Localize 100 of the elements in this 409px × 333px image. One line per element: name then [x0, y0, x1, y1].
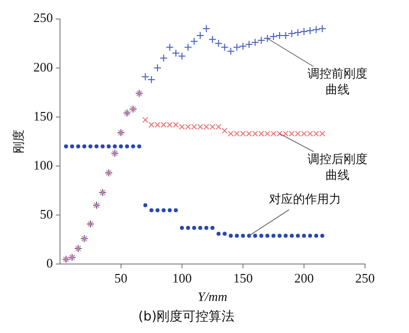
y-tick-label: 0 [46, 256, 53, 271]
point [308, 234, 312, 238]
point [112, 144, 117, 148]
point [263, 34, 272, 42]
point [278, 234, 282, 238]
x-tick-label: 100 [172, 270, 192, 286]
annotation: 调控前刚度曲线 [307, 66, 368, 97]
point [118, 144, 123, 148]
point [88, 144, 92, 148]
point [294, 130, 301, 137]
x-tick-label: 150 [233, 270, 253, 286]
point [184, 43, 192, 52]
point [294, 28, 302, 37]
point [143, 203, 148, 208]
point [307, 130, 314, 137]
point [300, 28, 308, 36]
point [238, 42, 247, 50]
y-tick-label: 150 [33, 108, 53, 124]
x-axis-title: Y/mm [198, 289, 228, 304]
point [313, 130, 320, 137]
point [265, 234, 270, 238]
point [269, 32, 278, 40]
point [296, 234, 300, 238]
y-tick-label: 100 [33, 157, 53, 172]
y-tick-label: 250 [33, 10, 53, 26]
point [318, 24, 326, 33]
point [301, 130, 307, 137]
y-axis-title: 刚度 [11, 130, 26, 154]
point [312, 26, 320, 34]
point [302, 234, 306, 238]
point [196, 31, 204, 40]
point [178, 124, 185, 130]
point [264, 130, 270, 137]
text: (b)刚度可控算法 [138, 308, 235, 325]
point [320, 234, 324, 238]
point [240, 130, 246, 137]
point [106, 144, 111, 148]
point [70, 144, 74, 148]
point [252, 130, 258, 137]
point [154, 64, 162, 72]
point [162, 208, 166, 212]
y-tick-label: 50 [40, 206, 53, 222]
annotation: 对应的作用力 [269, 192, 342, 206]
point [234, 234, 239, 238]
point [228, 234, 233, 238]
point [282, 130, 289, 137]
point [271, 234, 276, 238]
point [166, 122, 173, 128]
point [202, 24, 210, 33]
point [228, 130, 234, 137]
point [166, 43, 174, 52]
point [258, 130, 264, 137]
point [253, 234, 258, 238]
point [191, 124, 198, 130]
point [222, 128, 228, 134]
point [190, 37, 198, 46]
point [137, 144, 142, 148]
point [232, 43, 241, 52]
point [288, 30, 296, 38]
point [204, 226, 208, 230]
point [240, 234, 245, 238]
point [168, 208, 172, 212]
x-tick-label: 200 [294, 270, 314, 286]
point [246, 130, 252, 137]
point [319, 130, 326, 137]
point [94, 144, 99, 148]
point [76, 144, 80, 148]
point [216, 232, 221, 236]
point [160, 122, 167, 128]
point [125, 144, 130, 148]
point [148, 122, 154, 128]
point [82, 144, 86, 148]
point [186, 226, 190, 230]
point [245, 40, 254, 48]
annotation: 调控后刚度曲线 [308, 152, 368, 182]
x-tick-label: 50 [114, 270, 128, 286]
point [234, 130, 240, 137]
point [185, 124, 192, 130]
point [192, 226, 196, 230]
point [222, 232, 227, 236]
point [284, 234, 288, 238]
point [257, 36, 266, 44]
point [131, 144, 136, 148]
point [314, 234, 318, 238]
point [270, 130, 276, 137]
point [209, 124, 216, 130]
point [156, 208, 160, 212]
point [216, 124, 222, 130]
y-tick-label: 200 [33, 59, 53, 74]
point [259, 234, 264, 238]
point [251, 38, 260, 46]
point [276, 130, 283, 137]
point [198, 226, 202, 230]
point [100, 144, 105, 148]
point [203, 124, 210, 130]
point [306, 26, 314, 35]
point [288, 130, 295, 137]
point [160, 54, 168, 62]
point [180, 226, 184, 230]
point [174, 208, 178, 212]
